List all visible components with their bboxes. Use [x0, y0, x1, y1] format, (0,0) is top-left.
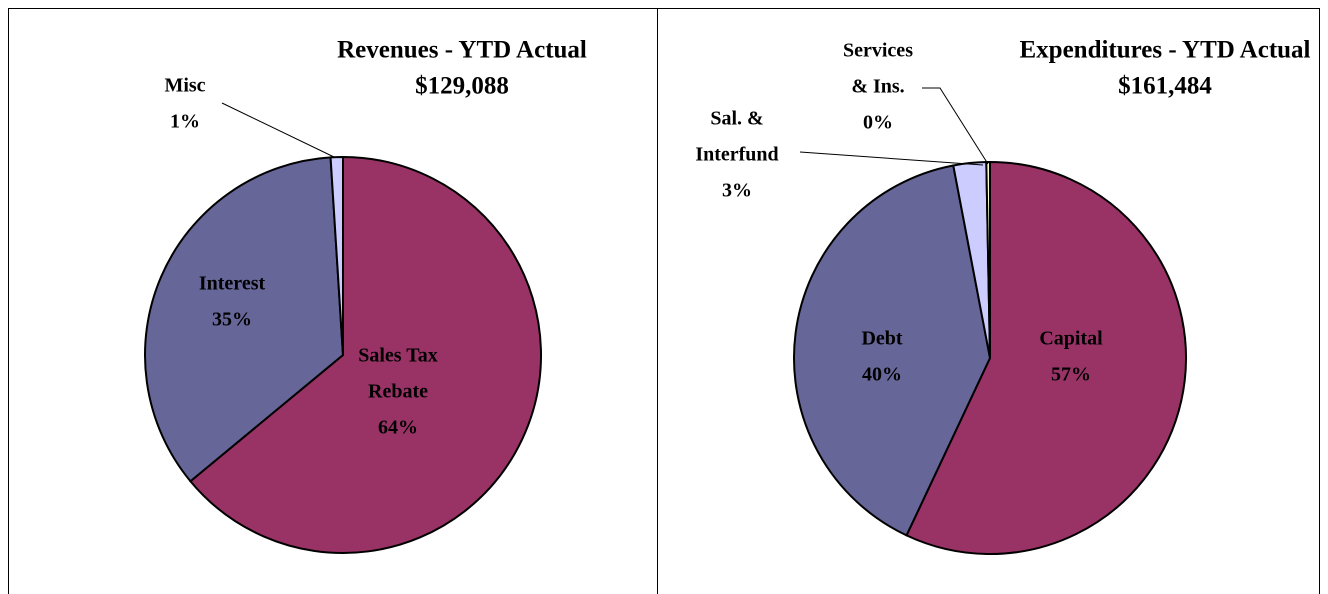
pie-slice: [189, 155, 542, 554]
leader-line: [922, 87, 989, 165]
frame: [8, 8, 1320, 594]
slice-value: 64%: [378, 417, 418, 439]
slice-value: 35%: [212, 309, 252, 331]
slice-label: Sales Tax: [358, 345, 437, 367]
slice-value: 57%: [1051, 364, 1091, 386]
slice-label: & Ins.: [851, 76, 904, 98]
leader-line: [799, 151, 984, 166]
slice-label: Misc: [164, 75, 205, 97]
slice-label: Interfund: [695, 144, 778, 166]
pie-slice: [329, 155, 344, 356]
slice-value: 1%: [170, 111, 200, 133]
slice-label: Sal. &: [710, 108, 763, 130]
leader-line: [221, 102, 335, 158]
slice-label: Services: [843, 40, 913, 62]
slice-label: Debt: [861, 328, 902, 350]
chart-subtitle: $161,484: [1118, 73, 1212, 100]
slice-label: Capital: [1039, 328, 1103, 350]
chart-title: Revenues - YTD Actual: [337, 37, 587, 64]
chart-subtitle: $129,088: [415, 73, 509, 100]
chart-title: Expenditures - YTD Actual: [1019, 37, 1310, 64]
slice-value: 40%: [862, 364, 902, 386]
slice-label: Rebate: [368, 381, 428, 403]
pie-slice: [905, 160, 1187, 555]
slice-value: 0%: [863, 112, 893, 134]
slice-label: Interest: [199, 273, 266, 295]
pie-slice: [793, 164, 992, 537]
slice-value: 3%: [722, 180, 752, 202]
pie-slice: [144, 156, 345, 483]
